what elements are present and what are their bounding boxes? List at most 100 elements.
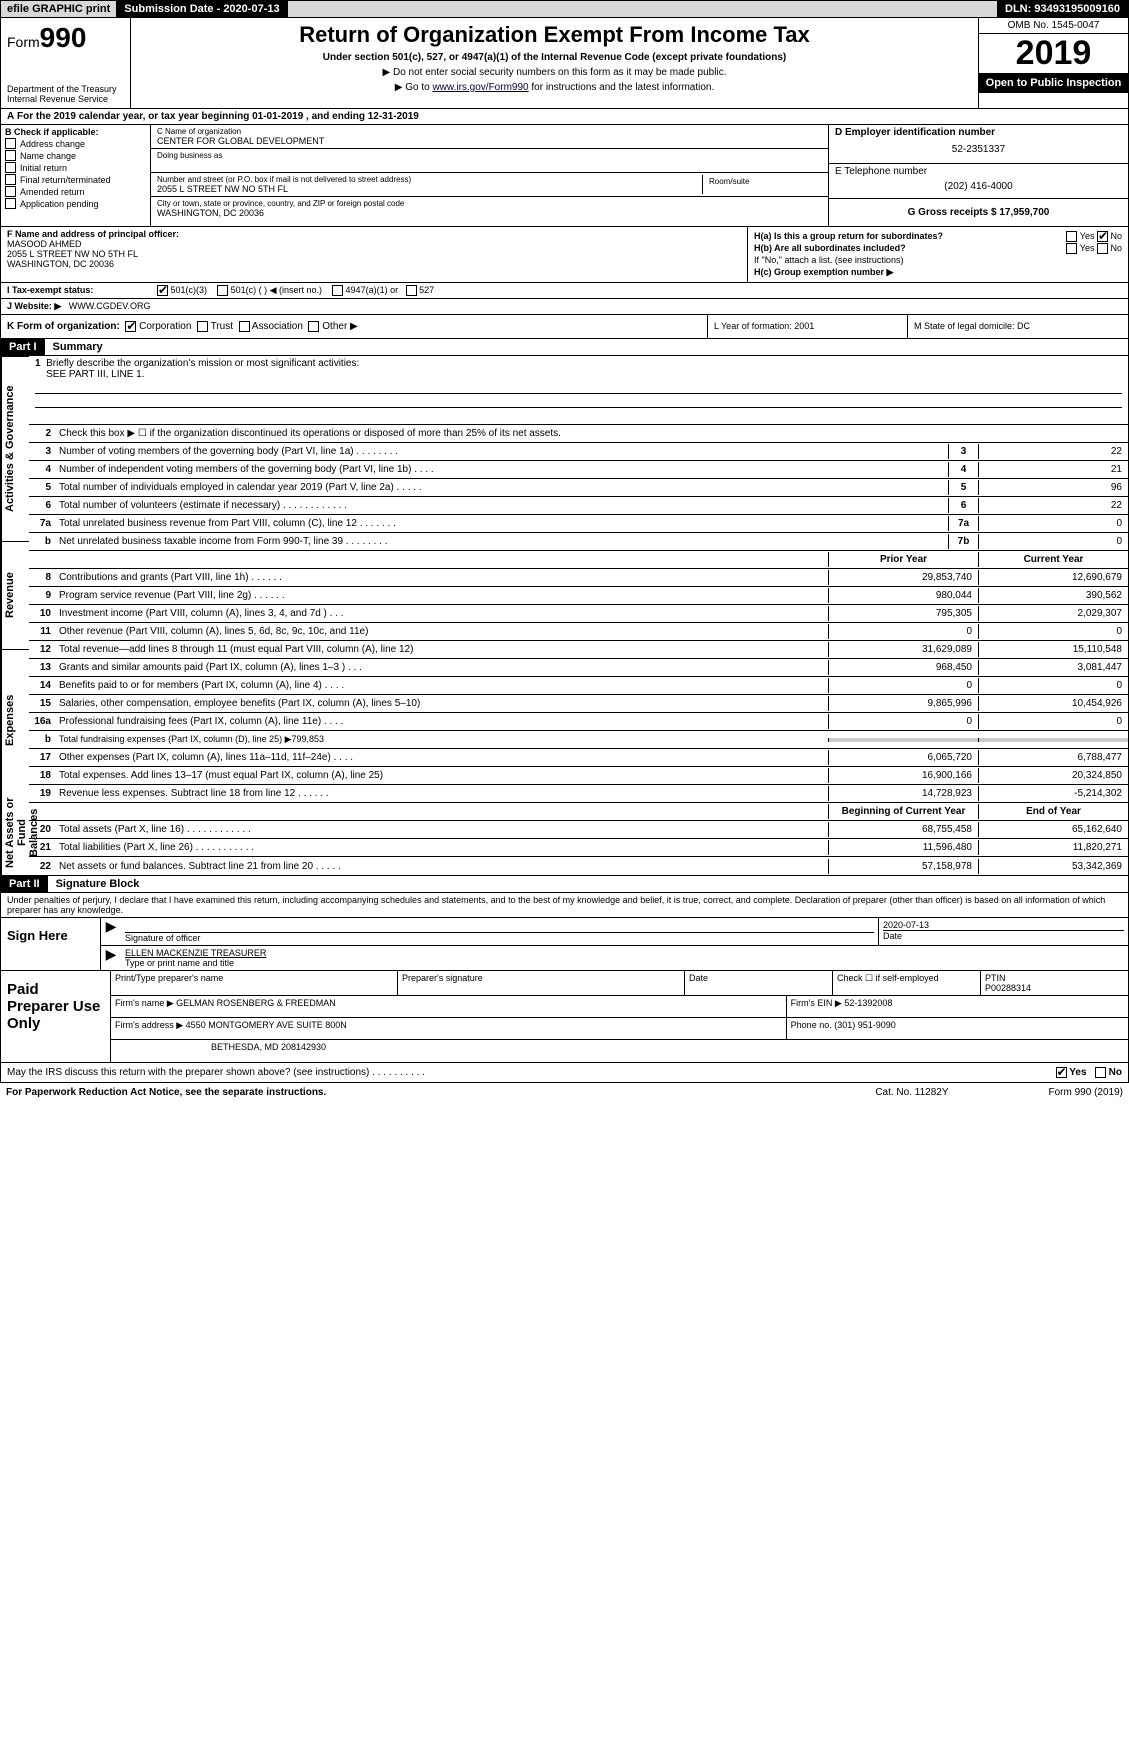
sig-officer-label: Signature of officer: [125, 932, 874, 943]
irs-link[interactable]: www.irs.gov/Form990: [432, 82, 528, 93]
check-initial[interactable]: Initial return: [5, 162, 146, 173]
firm-ein-label: Firm's EIN ▶: [791, 998, 842, 1008]
check-527[interactable]: [406, 285, 417, 296]
c-label: C Name of organization: [157, 127, 822, 136]
signer-name: ELLEN MACKENZIE TREASURER: [125, 948, 1124, 958]
check-final[interactable]: Final return/terminated: [5, 174, 146, 185]
opt-assoc: Association: [252, 321, 303, 332]
preparer-sig-hdr: Preparer's signature: [398, 971, 685, 995]
e-label: E Telephone number: [835, 166, 1122, 177]
city-value: WASHINGTON, DC 20036: [157, 208, 822, 218]
check-501c[interactable]: [217, 285, 228, 296]
sidebar-net-assets: Net Assets or Fund Balances: [1, 790, 29, 875]
row-j: J Website: ▶ WWW.CGDEV.ORG: [0, 299, 1129, 315]
line8: 8Contributions and grants (Part VIII, li…: [29, 569, 1128, 587]
ptin-cell: PTINP00288314: [981, 971, 1128, 995]
cell-phone: E Telephone number (202) 416-4000: [829, 164, 1128, 199]
discuss-no-check[interactable]: [1095, 1067, 1106, 1078]
firm-name-cell: Firm's name ▶ GELMAN ROSENBERG & FREEDMA…: [111, 996, 787, 1017]
line15: 15Salaries, other compensation, employee…: [29, 695, 1128, 713]
part2-title: Signature Block: [48, 876, 148, 892]
paid-row4: BETHESDA, MD 208142930: [111, 1040, 1128, 1062]
label-a: A: [7, 111, 14, 122]
line16b: bTotal fundraising expenses (Part IX, co…: [29, 731, 1128, 749]
sidebar-governance: Activities & Governance: [1, 356, 29, 541]
row-a: A For the 2019 calendar year, or tax yea…: [0, 109, 1129, 125]
line16a: 16aProfessional fundraising fees (Part I…: [29, 713, 1128, 731]
firm-addr-cell: Firm's address ▶ 4550 MONTGOMERY AVE SUI…: [111, 1018, 787, 1039]
note2-post: for instructions and the latest informat…: [529, 82, 715, 93]
col-b-checkboxes: B Check if applicable: Address change Na…: [1, 125, 151, 226]
paid-label: Paid Preparer Use Only: [1, 971, 111, 1062]
form-header: Form990 Department of the Treasury Inter…: [0, 18, 1129, 109]
mission-block: 1 Briefly describe the organization's mi…: [29, 356, 1128, 425]
check-pending[interactable]: Application pending: [5, 198, 146, 209]
firm-addr1: 4550 MONTGOMERY AVE SUITE 800N: [186, 1020, 347, 1030]
ha-no: No: [1110, 231, 1122, 241]
website-value: WWW.CGDEV.ORG: [69, 301, 151, 311]
paid-row3: Firm's address ▶ 4550 MONTGOMERY AVE SUI…: [111, 1018, 1128, 1040]
line5: 5Total number of individuals employed in…: [29, 479, 1128, 497]
city-label: City or town, state or province, country…: [157, 199, 822, 208]
org-name: CENTER FOR GLOBAL DEVELOPMENT: [157, 136, 822, 146]
discuss-answer: Yes No: [1056, 1067, 1123, 1078]
signer-name-label: Type or print name and title: [125, 958, 1124, 968]
cell-ein: D Employer identification number 52-2351…: [829, 125, 1128, 164]
opt-527: 527: [419, 285, 434, 295]
part1-label: Part I: [1, 339, 45, 355]
header-right: OMB No. 1545-0047 2019 Open to Public In…: [978, 18, 1128, 108]
street-value: 2055 L STREET NW NO 5TH FL: [157, 184, 702, 194]
col-c-org-info: C Name of organization CENTER FOR GLOBAL…: [151, 125, 828, 226]
tax-year-ending: , and ending 12-31-2019: [306, 111, 419, 122]
part1-header: Part ISummary: [0, 339, 1129, 356]
check-name[interactable]: Name change: [5, 150, 146, 161]
paid-body: Print/Type preparer's name Preparer's si…: [111, 971, 1128, 1062]
check-other[interactable]: [308, 321, 319, 332]
check-address[interactable]: Address change: [5, 138, 146, 149]
d-label: D Employer identification number: [835, 127, 1122, 138]
check-corp[interactable]: [125, 321, 136, 332]
check-501c3[interactable]: [157, 285, 168, 296]
check-amended[interactable]: Amended return: [5, 186, 146, 197]
firm-addr-label: Firm's address ▶: [115, 1020, 183, 1030]
dln-number: DLN: 93493195009160: [997, 1, 1128, 17]
discuss-yes-check[interactable]: [1056, 1067, 1067, 1078]
form-note1: ▶ Do not enter social security numbers o…: [141, 67, 968, 78]
sig-officer-cell: Signature of officer: [121, 918, 878, 945]
form-footer: Form 990 (2019): [1049, 1087, 1123, 1098]
line1-label: Briefly describe the organization's miss…: [46, 358, 359, 369]
line-hdr-years: Prior YearCurrent Year: [29, 551, 1128, 569]
part1-title: Summary: [45, 339, 111, 355]
part2-header: Part IISignature Block: [0, 876, 1129, 893]
footer-final: For Paperwork Reduction Act Notice, see …: [0, 1083, 1129, 1102]
col-de: D Employer identification number 52-2351…: [828, 125, 1128, 226]
form-of-org: K Form of organization: Corporation Trus…: [1, 315, 708, 338]
line9: 9Program service revenue (Part VIII, lin…: [29, 587, 1128, 605]
hb-text: H(b) Are all subordinates included?: [754, 243, 906, 253]
form-990: 990: [40, 22, 87, 53]
line2: 2Check this box ▶ ☐ if the organization …: [29, 425, 1128, 443]
hb-note: If "No," attach a list. (see instruction…: [754, 255, 1122, 265]
tax-year: 2019: [979, 34, 1128, 73]
ptin-label: PTIN: [985, 973, 1124, 983]
ha-text: H(a) Is this a group return for subordin…: [754, 231, 943, 241]
section-b: B Check if applicable: Address change Na…: [0, 125, 1129, 227]
tax-status-options: 501(c)(3) 501(c) ( ) ◀ (insert no.) 4947…: [157, 285, 434, 296]
cell-city: City or town, state or province, country…: [151, 197, 828, 220]
paid-preparer-section: Paid Preparer Use Only Print/Type prepar…: [0, 971, 1129, 1063]
firm-name-value: GELMAN ROSENBERG & FREEDMAN: [176, 998, 336, 1008]
ha-line: H(a) Is this a group return for subordin…: [754, 231, 1122, 241]
check-assoc[interactable]: [239, 321, 250, 332]
tax-year-text: For the 2019 calendar year, or tax year …: [17, 111, 303, 122]
year-formation: L Year of formation: 2001: [708, 315, 908, 338]
line3: 3Number of voting members of the governi…: [29, 443, 1128, 461]
arrow-icon: ▶: [101, 918, 121, 945]
check-4947[interactable]: [332, 285, 343, 296]
form-prefix: Form: [7, 34, 40, 50]
form-note2: ▶ Go to www.irs.gov/Form990 for instruct…: [141, 82, 968, 93]
discuss-yes: Yes: [1069, 1067, 1086, 1078]
paid-row1: Print/Type preparer's name Preparer's si…: [111, 971, 1128, 996]
check-trust[interactable]: [197, 321, 208, 332]
sign-here-section: Sign Here ▶ Signature of officer 2020-07…: [0, 918, 1129, 971]
room-suite: Room/suite: [702, 175, 822, 194]
